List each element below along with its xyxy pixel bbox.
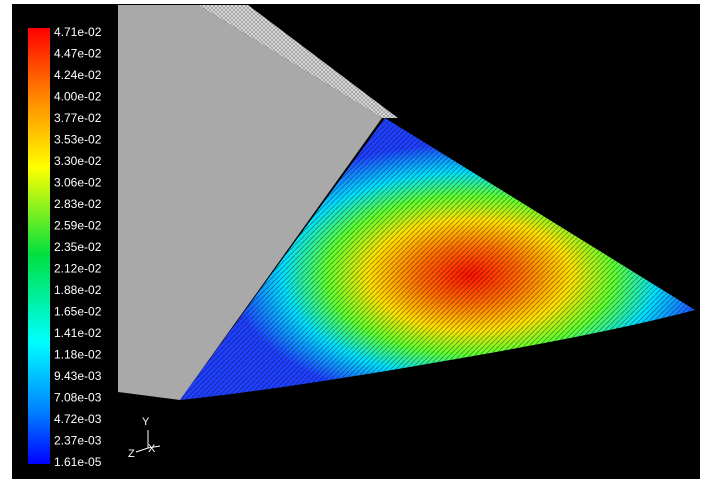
- colorbar-label: 3.53e-02: [54, 133, 102, 147]
- colorbar-label: 1.65e-02: [54, 305, 102, 319]
- colorbar-label: 4.72e-03: [54, 412, 102, 426]
- colorbar-label: 4.24e-02: [54, 68, 102, 82]
- colorbar-label: 1.41e-02: [54, 326, 102, 340]
- viewport: 4.71e-02 4.47e-02 4.24e-02 4.00e-02 3.77e-02…: [0, 0, 707, 483]
- colorbar-label: 4.71e-02: [54, 25, 102, 39]
- colorbar-label: 7.08e-03: [54, 391, 102, 405]
- triad-y-label: Y: [142, 416, 150, 428]
- colorbar-label: 3.30e-02: [54, 154, 102, 168]
- colorbar-label: 1.18e-02: [54, 348, 102, 362]
- colorbar: [28, 28, 50, 464]
- triad-x-label: X: [148, 443, 156, 455]
- colorbar-label: 4.47e-02: [54, 47, 102, 61]
- colorbar-label: 2.35e-02: [54, 240, 102, 254]
- colorbar-label: 9.43e-03: [54, 369, 102, 383]
- colorbar-label: 3.06e-02: [54, 176, 102, 190]
- colorbar-label: 2.83e-02: [54, 197, 102, 211]
- colorbar-label: 3.77e-02: [54, 111, 102, 125]
- colorbar-label: 2.59e-02: [54, 219, 102, 233]
- colorbar-label: 2.12e-02: [54, 262, 102, 276]
- colorbar-label: 4.00e-02: [54, 90, 102, 104]
- triad-z-label: Z: [128, 448, 135, 460]
- colorbar-labels: 4.71e-02 4.47e-02 4.24e-02 4.00e-02 3.77e-02…: [54, 25, 102, 469]
- colorbar-label: 1.61e-05: [54, 455, 102, 469]
- colorbar-label: 1.88e-02: [54, 283, 102, 297]
- colorbar-label: 2.37e-03: [54, 434, 102, 448]
